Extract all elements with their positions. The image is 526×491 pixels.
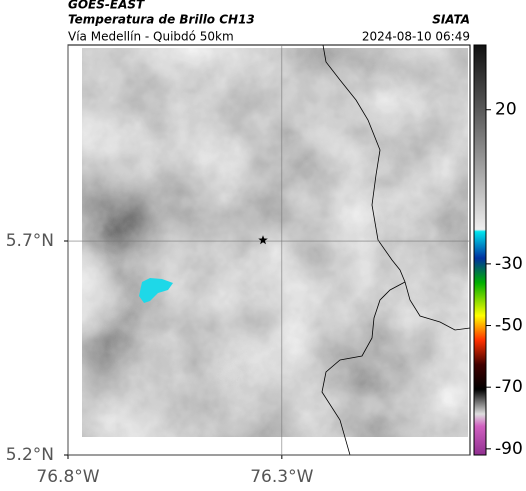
y-tick-label: 5.7°N — [6, 231, 54, 251]
map-area — [67, 44, 471, 456]
datetime: 2024-08-10 06:49 — [362, 30, 470, 44]
colorbar — [473, 44, 487, 456]
satellite: GOES-EAST — [68, 0, 145, 12]
colorbar-tick-label: -70 — [495, 377, 523, 397]
colorbar-tick-label: -90 — [495, 439, 523, 459]
location-marker — [258, 235, 268, 245]
colorbar-tick-label: 20 — [495, 100, 517, 120]
source: SIATA — [432, 13, 470, 27]
subtitle: Vía Medellín - Quibdó 50km — [68, 30, 234, 44]
y-tick-label: 5.2°N — [6, 445, 54, 465]
x-tick-label: 76.8°W — [36, 467, 99, 487]
x-tick-label: 76.3°W — [250, 467, 313, 487]
cold-cloud — [139, 278, 173, 303]
boundary-line — [322, 44, 471, 331]
colorbar-tick-label: -30 — [495, 254, 523, 274]
boundary-line — [321, 281, 406, 456]
cloud-texture — [82, 48, 468, 437]
colorbar-tick-label: -50 — [495, 316, 523, 336]
title: Temperatura de Brillo CH13 — [68, 13, 255, 27]
